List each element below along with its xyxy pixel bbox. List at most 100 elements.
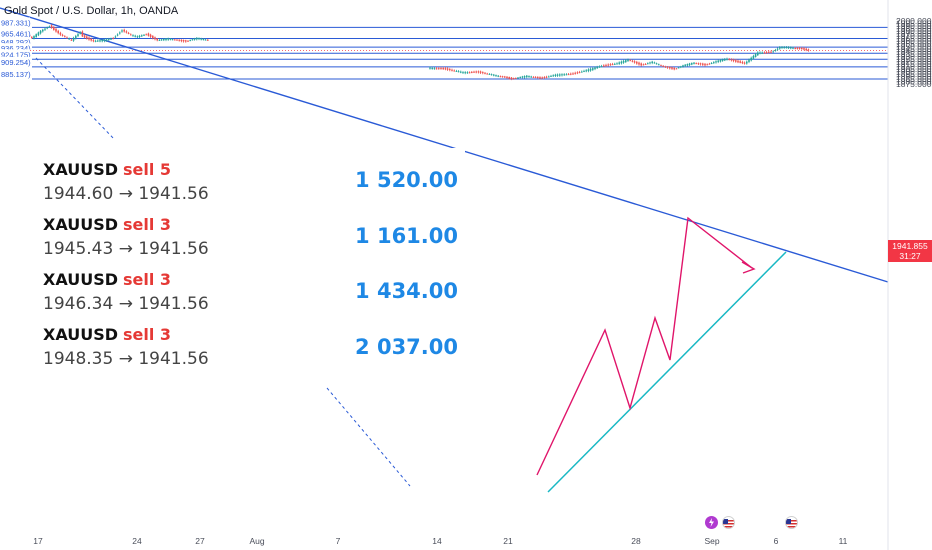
trade-symbol: XAUUSD — [43, 215, 119, 234]
profit-value: 1 434.00 — [355, 279, 458, 303]
candle-body — [541, 77, 543, 79]
trade-action: sell 5 — [123, 160, 172, 179]
level-label-bg — [0, 49, 30, 60]
candle-body — [119, 32, 121, 34]
candle-body — [200, 38, 202, 40]
price-tick-label: 1960.000 — [896, 36, 932, 46]
candle-body — [493, 74, 495, 76]
candle-body — [715, 61, 717, 63]
price-tick-label: 1955.000 — [896, 39, 932, 49]
candle-body — [33, 36, 35, 39]
candle-body — [114, 36, 117, 38]
candle-body — [684, 64, 686, 66]
us-flag-icon[interactable] — [785, 516, 798, 529]
zigzag-pattern — [536, 216, 756, 476]
candle-body — [785, 47, 788, 49]
candle-body — [708, 63, 711, 65]
time-tick-label: Aug — [249, 536, 264, 546]
lightning-event-icon[interactable] — [705, 516, 718, 529]
candle-body — [642, 64, 645, 66]
trade-symbol: XAUUSD — [43, 160, 119, 179]
candle-body — [675, 68, 678, 70]
candle-body — [768, 51, 770, 53]
candle-body — [121, 30, 123, 32]
candle-body — [147, 33, 150, 36]
candle-body — [176, 39, 178, 41]
candle-body — [763, 52, 766, 54]
candle-body — [499, 76, 502, 78]
candle-body — [510, 77, 513, 79]
candle-body — [460, 71, 462, 73]
time-tick-label: 7 — [336, 536, 341, 546]
candle-body — [537, 76, 539, 79]
candle-body — [479, 71, 482, 73]
candle-body — [581, 71, 583, 73]
candle-body — [640, 63, 642, 66]
level-label-bg — [0, 28, 30, 39]
candle-body — [59, 32, 62, 35]
candle-body — [477, 71, 480, 73]
current-price-value: 1941.855 — [892, 241, 928, 251]
candle-body — [97, 40, 99, 42]
candle-body — [530, 76, 532, 78]
candle-body — [682, 65, 684, 67]
arrow-head — [741, 261, 756, 274]
candle-body — [136, 36, 139, 38]
candle-body — [442, 68, 444, 70]
candle-body — [618, 62, 620, 64]
candle-body — [79, 32, 81, 34]
candle-body — [165, 38, 167, 40]
candle-body — [167, 38, 169, 40]
candle-body — [462, 72, 464, 74]
candle-body — [638, 62, 640, 65]
candle-body — [471, 71, 473, 73]
candle-body — [746, 61, 748, 64]
candle-body — [622, 60, 625, 63]
candle-body — [713, 62, 715, 64]
candle-body — [686, 64, 689, 66]
candle-body — [761, 52, 763, 54]
candle-body — [605, 64, 607, 66]
candle-body — [110, 38, 112, 40]
candle-body — [552, 75, 554, 77]
candle-body — [198, 38, 200, 40]
level-label-bg — [0, 56, 30, 67]
candle-body — [138, 35, 141, 38]
candle-body — [592, 68, 594, 70]
candle-body — [112, 38, 114, 40]
candle-body — [794, 48, 796, 50]
bar-countdown: 31:27 — [899, 251, 921, 261]
candle-body — [482, 72, 484, 74]
candle-body — [42, 29, 44, 32]
candle-body — [207, 39, 209, 41]
candle-body — [81, 31, 84, 37]
candle-body — [86, 36, 88, 39]
level-label: 924.175) — [1, 50, 31, 59]
candle-body — [706, 64, 708, 66]
candle-body — [754, 54, 757, 58]
price-tick-label: 1970.000 — [896, 31, 932, 41]
time-tick-label: 21 — [503, 536, 513, 546]
candle-body — [589, 68, 592, 71]
us-flag-icon[interactable] — [722, 516, 735, 529]
candle-body — [666, 66, 669, 68]
candle-body — [651, 61, 653, 63]
candle-body — [730, 59, 733, 61]
candle-body — [719, 60, 722, 62]
candle-body — [710, 63, 713, 65]
candle-body — [594, 67, 596, 70]
candle-body — [160, 39, 163, 41]
candle-body — [697, 63, 700, 65]
candle-body — [521, 76, 524, 78]
candle-body — [721, 59, 724, 62]
candle-body — [548, 76, 550, 78]
candle-body — [169, 38, 172, 40]
price-tick-label: 1885.000 — [896, 74, 932, 84]
price-tick-label: 1975.000 — [896, 29, 932, 39]
trades-overlay: XAUUSD sell 5 1944.60 → 1941.56 XAUUSD sel… — [0, 148, 465, 378]
candle-body — [565, 74, 568, 76]
level-label-bg — [0, 43, 30, 54]
candles — [11, 24, 810, 81]
candle-body — [433, 68, 436, 70]
